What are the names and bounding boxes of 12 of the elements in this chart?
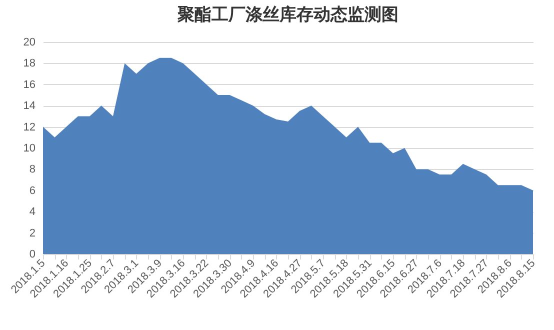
y-tick-label: 2 xyxy=(29,227,36,240)
y-tick-label: 6 xyxy=(29,184,36,197)
y-tick-label: 20 xyxy=(23,36,36,48)
y-tick-label: 14 xyxy=(23,100,36,112)
y-tick-label: 12 xyxy=(23,121,36,134)
chart-title: 聚酯工厂涤丝库存动态监测图 xyxy=(176,5,398,25)
y-tick-label: 18 xyxy=(23,58,36,70)
y-tick-label: 4 xyxy=(29,206,36,218)
y-tick-label: 0 xyxy=(29,248,36,260)
y-tick-label: 8 xyxy=(29,164,36,176)
y-tick-label: 16 xyxy=(23,78,36,91)
y-tick-label: 10 xyxy=(23,142,36,154)
